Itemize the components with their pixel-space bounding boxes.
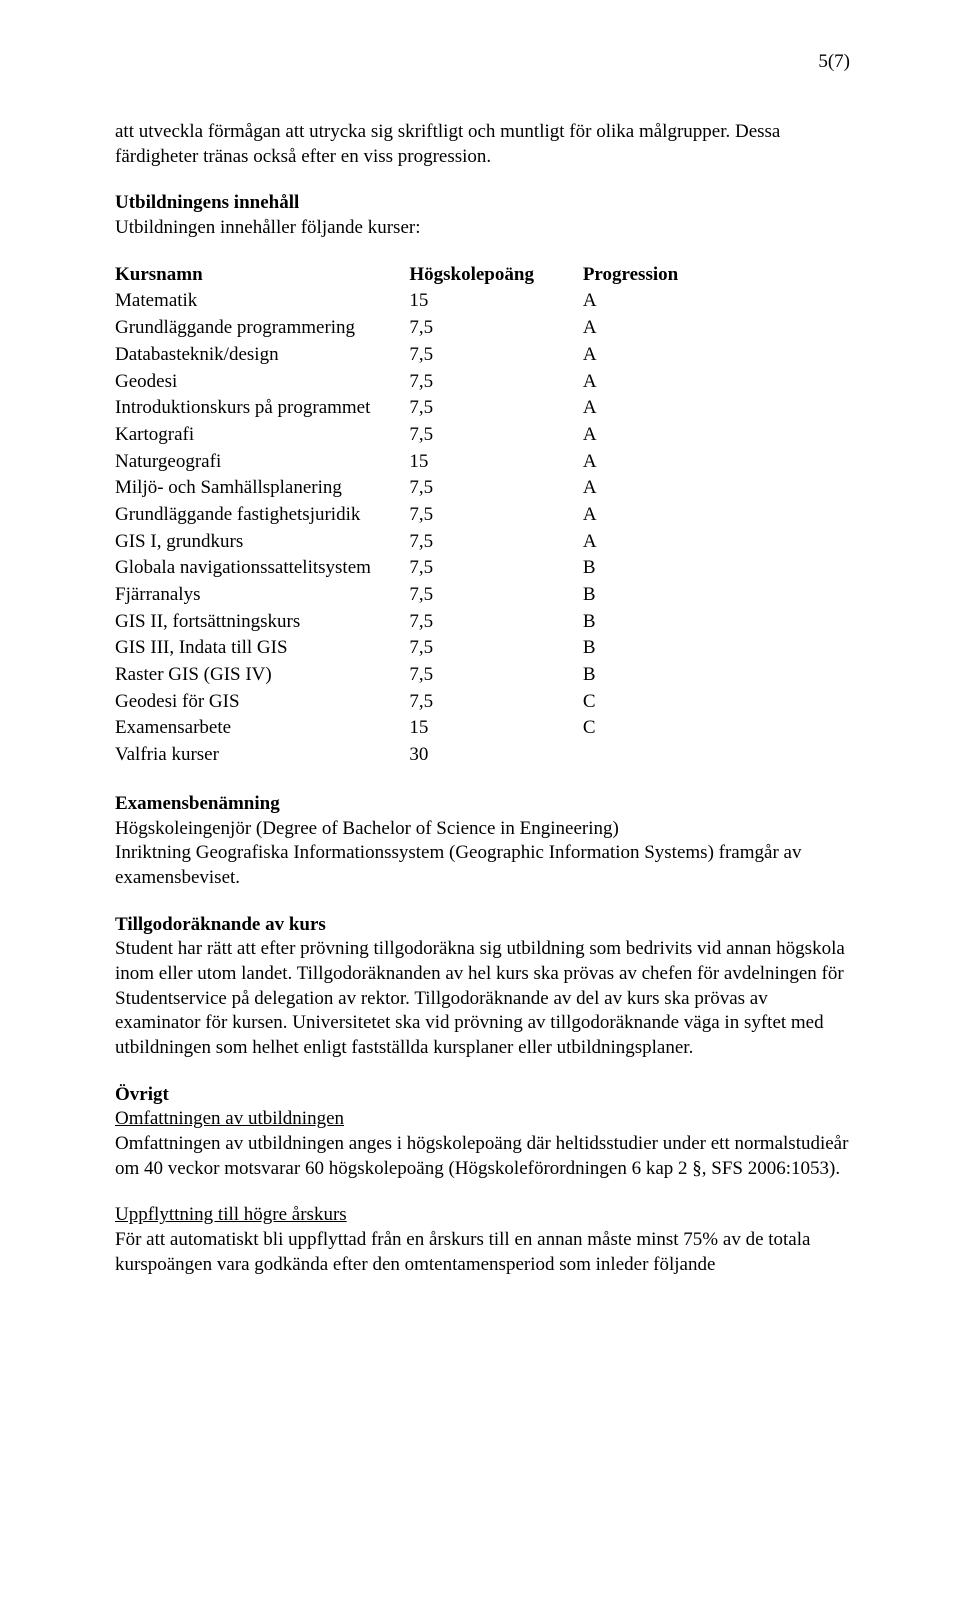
cell-course-name: Miljö- och Samhällsplanering <box>115 476 409 503</box>
section-ovrigt: Övrigt Omfattningen av utbildningen Omfa… <box>115 1083 850 1278</box>
cell-course-points: 7,5 <box>409 370 582 397</box>
cell-course-progression: B <box>583 636 735 663</box>
cell-course-points: 30 <box>409 743 582 770</box>
course-table: Kursnamn Högskolepoäng Progression Matem… <box>115 263 735 770</box>
cell-course-name: GIS III, Indata till GIS <box>115 636 409 663</box>
table-row: Geodesi7,5A <box>115 370 735 397</box>
table-row: GIS I, grundkurs7,5A <box>115 530 735 557</box>
text-omfattning: Omfattningen av utbildningen anges i hög… <box>115 1132 850 1181</box>
cell-course-name: Kartografi <box>115 423 409 450</box>
section-examensbenamning: Examensbenämning Högskoleingenjör (Degre… <box>115 792 850 891</box>
table-row: GIS III, Indata till GIS7,5B <box>115 636 735 663</box>
subheading-uppflyttning: Uppflyttning till högre årskurs <box>115 1203 850 1228</box>
cell-course-name: Examensarbete <box>115 716 409 743</box>
cell-course-progression: A <box>583 450 735 477</box>
cell-course-points: 7,5 <box>409 503 582 530</box>
table-row: Raster GIS (GIS IV)7,5B <box>115 663 735 690</box>
cell-course-name: Valfria kurser <box>115 743 409 770</box>
cell-course-points: 7,5 <box>409 396 582 423</box>
cell-course-progression: A <box>583 343 735 370</box>
heading-innehall: Utbildningens innehåll <box>115 191 850 216</box>
cell-course-name: Geodesi för GIS <box>115 690 409 717</box>
cell-course-points: 7,5 <box>409 556 582 583</box>
cell-course-progression: B <box>583 610 735 637</box>
table-row: Examensarbete15C <box>115 716 735 743</box>
cell-course-points: 7,5 <box>409 583 582 610</box>
table-row: Fjärranalys7,5B <box>115 583 735 610</box>
col-header-name: Kursnamn <box>115 263 409 290</box>
cell-course-name: Fjärranalys <box>115 583 409 610</box>
page-number: 5(7) <box>818 50 850 75</box>
text-uppflyttning: För att automatiskt bli uppflyttad från … <box>115 1228 850 1277</box>
table-row: Matematik15A <box>115 289 735 316</box>
table-row: Introduktionskurs på programmet7,5A <box>115 396 735 423</box>
cell-course-progression: C <box>583 690 735 717</box>
cell-course-progression: A <box>583 370 735 397</box>
table-row: GIS II, fortsättningskurs7,5B <box>115 610 735 637</box>
cell-course-name: GIS I, grundkurs <box>115 530 409 557</box>
cell-course-name: Raster GIS (GIS IV) <box>115 663 409 690</box>
table-row: Valfria kurser30 <box>115 743 735 770</box>
cell-course-name: Naturgeografi <box>115 450 409 477</box>
heading-examen: Examensbenämning <box>115 792 850 817</box>
cell-course-name: Grundläggande programmering <box>115 316 409 343</box>
cell-course-name: Matematik <box>115 289 409 316</box>
cell-course-points: 15 <box>409 716 582 743</box>
cell-course-name: Grundläggande fastighetsjuridik <box>115 503 409 530</box>
text-innehall: Utbildningen innehåller följande kurser: <box>115 216 850 241</box>
cell-course-progression: B <box>583 556 735 583</box>
heading-tillgodo: Tillgodoräknande av kurs <box>115 913 850 938</box>
heading-ovrigt: Övrigt <box>115 1083 850 1108</box>
table-row: Globala navigationssattelitsystem7,5B <box>115 556 735 583</box>
cell-course-progression: A <box>583 316 735 343</box>
cell-course-progression: B <box>583 583 735 610</box>
section-utbildningens-innehall: Utbildningens innehåll Utbildningen inne… <box>115 191 850 240</box>
cell-course-points: 7,5 <box>409 316 582 343</box>
table-row: Databasteknik/design7,5A <box>115 343 735 370</box>
cell-course-progression: C <box>583 716 735 743</box>
col-header-points: Högskolepoäng <box>409 263 582 290</box>
examen-line1: Högskoleingenjör (Degree of Bachelor of … <box>115 817 850 842</box>
cell-course-progression: A <box>583 503 735 530</box>
table-row: Grundläggande fastighetsjuridik7,5A <box>115 503 735 530</box>
cell-course-name: Geodesi <box>115 370 409 397</box>
cell-course-progression: B <box>583 663 735 690</box>
cell-course-points: 7,5 <box>409 530 582 557</box>
examen-line2: Inriktning Geografiska Informationssyste… <box>115 841 850 890</box>
cell-course-points: 7,5 <box>409 423 582 450</box>
cell-course-points: 15 <box>409 289 582 316</box>
cell-course-name: Databasteknik/design <box>115 343 409 370</box>
cell-course-points: 7,5 <box>409 343 582 370</box>
subheading-omfattning: Omfattningen av utbildningen <box>115 1107 850 1132</box>
cell-course-points: 7,5 <box>409 476 582 503</box>
text-tillgodo: Student har rätt att efter prövning till… <box>115 937 850 1060</box>
table-row: Naturgeografi15A <box>115 450 735 477</box>
cell-course-progression: A <box>583 423 735 450</box>
cell-course-progression: A <box>583 530 735 557</box>
cell-course-progression: A <box>583 289 735 316</box>
cell-course-name: Globala navigationssattelitsystem <box>115 556 409 583</box>
cell-course-name: GIS II, fortsättningskurs <box>115 610 409 637</box>
section-tillgodoraknande: Tillgodoräknande av kurs Student har rät… <box>115 913 850 1061</box>
table-header-row: Kursnamn Högskolepoäng Progression <box>115 263 735 290</box>
cell-course-name: Introduktionskurs på programmet <box>115 396 409 423</box>
cell-course-progression: A <box>583 476 735 503</box>
cell-course-progression: A <box>583 396 735 423</box>
table-row: Geodesi för GIS7,5C <box>115 690 735 717</box>
cell-course-points: 7,5 <box>409 663 582 690</box>
cell-course-progression <box>583 743 735 770</box>
intro-paragraph: att utveckla förmågan att utrycka sig sk… <box>115 120 850 169</box>
table-row: Kartografi7,5A <box>115 423 735 450</box>
cell-course-points: 7,5 <box>409 610 582 637</box>
cell-course-points: 15 <box>409 450 582 477</box>
cell-course-points: 7,5 <box>409 690 582 717</box>
table-row: Miljö- och Samhällsplanering7,5A <box>115 476 735 503</box>
col-header-progression: Progression <box>583 263 735 290</box>
table-row: Grundläggande programmering7,5A <box>115 316 735 343</box>
cell-course-points: 7,5 <box>409 636 582 663</box>
